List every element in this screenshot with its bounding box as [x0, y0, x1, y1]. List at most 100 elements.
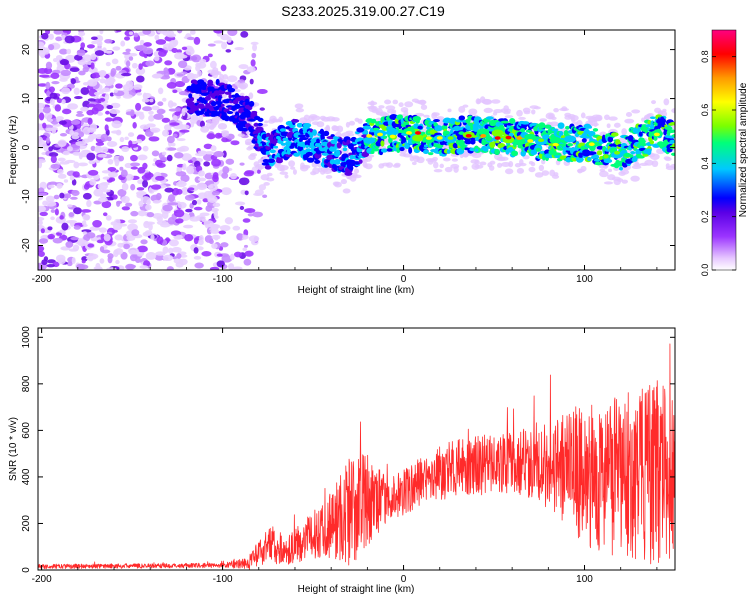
spectrogram-noise-blob — [55, 116, 64, 121]
spectrogram-noise-blob — [207, 53, 213, 58]
spectrogram-noise-blob — [145, 252, 157, 260]
spectrogram-halo-blob — [662, 108, 667, 113]
spectrogram-noise-blob — [225, 49, 232, 53]
spectrogram-noise-blob — [198, 235, 204, 243]
spectrogram-noise-blob — [157, 87, 164, 95]
spectrogram-noise-blob — [38, 207, 43, 213]
spectrogram-noise-blob — [161, 151, 167, 156]
spectrogram-noise-blob — [86, 44, 95, 49]
spectrogram-noise-blob — [99, 246, 105, 253]
spectrogram-halo-blob — [342, 188, 351, 194]
spectrogram-noise-blob — [47, 226, 53, 231]
spectrogram-halo-blob — [508, 160, 514, 168]
spectrogram-signal-blob — [473, 118, 482, 125]
spectrogram-halo-blob — [212, 118, 220, 125]
spectrogram-noise-blob — [38, 251, 45, 258]
spectrogram-noise-blob — [46, 118, 54, 123]
spectrogram-peak-core — [377, 132, 384, 137]
spectrogram-noise-blob — [63, 179, 69, 183]
colorbar-tick-label: 0.8 — [700, 50, 710, 63]
spectrogram-peak-core — [653, 132, 660, 137]
spectrogram-blobs — [38, 30, 675, 270]
spectrogram-signal-blob — [587, 157, 592, 162]
spectrogram-noise-blob — [197, 61, 207, 69]
spectrogram-noise-blob — [60, 69, 72, 77]
spectrogram-noise-blob — [52, 58, 59, 63]
spectrogram-signal-blob — [380, 148, 388, 153]
spectrogram-signal-blob — [630, 150, 636, 155]
spectrogram-noise-blob — [86, 199, 92, 208]
spectrogram-signal-blob — [282, 131, 287, 135]
spectrogram-signal-blob — [217, 95, 222, 102]
spectrogram-noise-blob — [162, 204, 173, 212]
spectrogram-noise-blob — [210, 60, 217, 69]
spectrogram-signal-blob — [386, 148, 393, 152]
spectrogram-halo-blob — [345, 130, 354, 134]
spectrogram-halo-blob — [206, 119, 212, 124]
spectrogram-noise-blob — [136, 92, 143, 96]
spectrogram-noise-blob — [193, 237, 199, 245]
spectrogram-noise-blob — [189, 216, 200, 222]
spectrogram-noise-blob — [75, 113, 85, 117]
spectrogram-halo-blob — [398, 102, 404, 108]
spectrogram-noise-blob — [228, 263, 235, 270]
spectrogram-signal-blob — [196, 83, 202, 88]
spectrogram-peak-blob — [491, 129, 504, 137]
spectrogram-halo-blob — [595, 114, 603, 122]
spectrogram-noise-blob — [254, 189, 264, 196]
spectrogram-noise-blob — [89, 178, 97, 186]
spectrogram-signal-blob — [457, 139, 466, 146]
spectrogram-noise-blob — [193, 36, 201, 45]
spectrogram-noise-blob — [127, 132, 135, 137]
spectrogram-halo-blob — [385, 162, 394, 168]
spectrogram-signal-blob — [649, 140, 655, 145]
spectrogram-halo-blob — [436, 116, 445, 120]
spectrogram-noise-blob — [150, 127, 161, 133]
spectrogram-signal-blob — [587, 130, 596, 137]
spectrogram-peak-blob — [564, 135, 577, 143]
spectrogram-signal-blob — [557, 122, 565, 129]
spectrogram-signal-blob — [300, 136, 309, 141]
spectrogram-noise-blob — [158, 49, 167, 57]
spectrogram-halo-blob — [651, 160, 659, 168]
snr-y-ticks: 0 200 400 600 800 1000 — [21, 326, 675, 573]
spectrogram-noise-blob — [80, 42, 86, 49]
spectrogram-halo-blob — [279, 164, 289, 171]
spectrogram-noise-blob — [56, 98, 63, 104]
spectrogram-noise-blob — [78, 70, 86, 76]
spectrogram-noise-blob — [130, 210, 139, 217]
spectrogram-signal-blob — [328, 146, 337, 152]
spectrogram-signal-blob — [592, 128, 599, 132]
spectrogram-noise-blob — [210, 207, 219, 213]
spectrogram-signal-blob — [372, 127, 380, 131]
spectrogram-noise-blob — [252, 211, 263, 218]
spectrogram-noise-blob — [162, 254, 174, 262]
spectrogram-noise-blob — [70, 196, 78, 200]
spectrogram-noise-blob — [66, 48, 72, 55]
spectrogram-halo-blob — [216, 71, 222, 76]
spectrogram-halo-blob — [411, 161, 417, 166]
spectrogram-noise-blob — [175, 218, 184, 224]
chart-title: S233.2025.319.00.27.C19 — [281, 3, 445, 19]
spectrogram-noise-blob — [248, 235, 260, 243]
spectrogram-noise-blob — [121, 146, 130, 152]
spectrogram-noise-blob — [143, 260, 151, 267]
spectrogram-signal-blob — [399, 147, 405, 152]
spectrogram-peak-core — [538, 138, 545, 143]
spectrogram-noise-blob — [233, 251, 243, 258]
spectrogram-noise-blob — [171, 246, 182, 253]
spectrogram-noise-blob — [76, 239, 88, 247]
spectrogram-signal-blob — [305, 148, 312, 153]
spectrogram-noise-blob — [143, 42, 152, 47]
spectrogram-noise-blob — [121, 72, 132, 77]
spectrogram-noise-blob — [193, 255, 202, 260]
spectrogram-signal-blob — [669, 122, 675, 126]
spectrogram-halo-blob — [288, 160, 296, 167]
spectrogram-noise-blob — [82, 54, 92, 62]
spectrogram-halo-blob — [633, 163, 641, 167]
spectrogram-noise-blob — [174, 81, 186, 88]
spectrogram-signal-blob — [273, 145, 279, 149]
spectrogram-noise-blob — [206, 133, 216, 140]
spectrogram-noise-blob — [161, 211, 169, 219]
spectrogram-noise-blob — [112, 46, 121, 51]
